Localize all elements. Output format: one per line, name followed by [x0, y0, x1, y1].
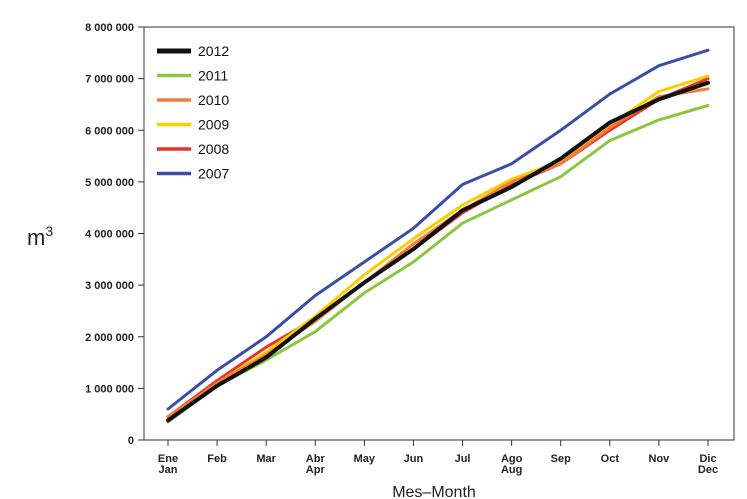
y-tick-label: 7 000 000: [85, 74, 134, 86]
legend-label-2011: 2011: [198, 68, 228, 84]
y-tick-label: 6 000 000: [85, 125, 134, 137]
x-tick-label: Jun: [404, 453, 424, 465]
series-lines: [166, 48, 710, 424]
legend: 2012 2011 2010 2009 2008 2007: [157, 43, 229, 182]
series-line-2011: [166, 104, 710, 424]
legend-label-2010: 2010: [198, 92, 229, 108]
y-tick-label: 0: [128, 435, 134, 447]
x-tick-label-line: Dec: [698, 464, 718, 476]
x-tick-label-line: Abr: [306, 453, 326, 465]
y-axis-title: m3: [27, 223, 53, 250]
y-axis: 0 1 000 000 2 000 000 3 000 000 4 000 000 5 0…: [85, 22, 144, 447]
x-tick-label-line: Nov: [649, 453, 671, 465]
x-tick-label-line: Jun: [404, 453, 424, 465]
x-tick-label: Dic Dec: [698, 453, 718, 476]
x-tick-label-line: Jan: [159, 464, 178, 476]
x-tick-label-line: May: [354, 453, 376, 465]
x-tick-label-line: Aug: [501, 464, 522, 476]
legend-label-2007: 2007: [198, 166, 229, 182]
x-tick-label-line: Dic: [699, 453, 716, 465]
y-tick-label: 5 000 000: [85, 177, 134, 189]
x-tick-label: May: [354, 453, 376, 465]
x-tick-label-line: Ago: [501, 453, 523, 465]
y-tick-label: 1 000 000: [85, 383, 134, 395]
series-line-2007: [166, 48, 710, 411]
legend-label-2008: 2008: [198, 141, 229, 157]
x-tick-label-line: Apr: [306, 464, 326, 476]
series-line-2012: [166, 80, 710, 423]
x-tick-label: Mar: [256, 453, 276, 465]
x-tick-label: Abr Apr: [306, 453, 326, 476]
y-tick-label: 8 000 000: [85, 22, 134, 34]
x-tick-label-line: Jul: [455, 453, 471, 465]
legend-label-2012: 2012: [198, 43, 229, 59]
x-tick-label-line: Sep: [551, 453, 571, 465]
x-axis-title: Mes–Month: [392, 484, 476, 499]
y-tick-label: 3 000 000: [85, 280, 134, 292]
x-tick-label-line: Ene: [158, 453, 178, 465]
x-tick-label: Jul: [455, 453, 471, 465]
y-tick-label: 2 000 000: [85, 332, 134, 344]
x-tick-label-line: Feb: [207, 453, 227, 465]
x-tick-label: Oct: [601, 453, 620, 465]
series-line-2010: [166, 87, 710, 419]
y-tick-label: 4 000 000: [85, 229, 134, 241]
x-tick-label: Ago Aug: [501, 453, 523, 476]
x-tick-label-line: Oct: [601, 453, 620, 465]
x-tick-label: Ene Jan: [158, 453, 178, 476]
x-axis: Ene Jan Feb Mar Abr Apr May Jun Jul Ago Aug Sep Oct N…: [158, 440, 718, 476]
x-tick-label: Feb: [207, 453, 227, 465]
x-tick-label: Sep: [551, 453, 571, 465]
x-tick-label: Nov: [649, 453, 671, 465]
x-tick-label-line: Mar: [256, 453, 276, 465]
legend-label-2009: 2009: [198, 117, 229, 133]
y-axis-title-superscript: 3: [45, 223, 53, 239]
